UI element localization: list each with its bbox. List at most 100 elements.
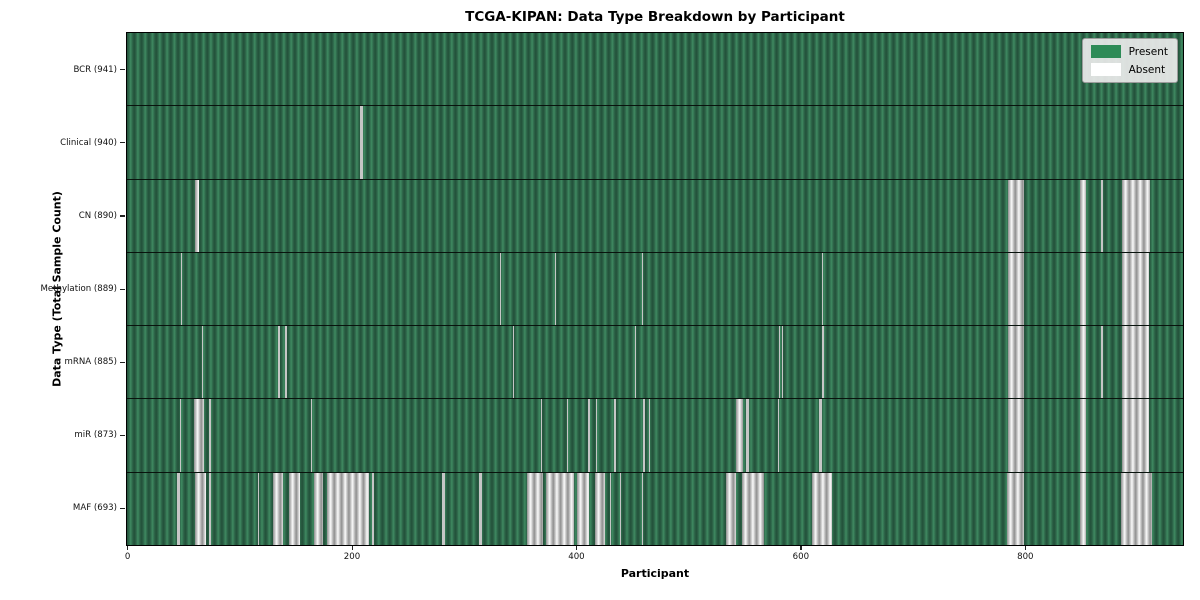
absent-stripe (726, 472, 737, 545)
y-tick-mark (120, 507, 125, 510)
x-tick-label: 200 (343, 552, 361, 562)
heatmap-rows (127, 33, 1183, 545)
absent-stripe (314, 472, 324, 545)
absent-stripe (177, 472, 180, 545)
y-tick-label: CN (890) (78, 210, 117, 221)
absent-stripe (1007, 179, 1024, 252)
y-tick-label: BCR (941) (73, 64, 117, 75)
heatmap-row-clinical (127, 106, 1183, 180)
x-tick-mark (575, 546, 578, 550)
absent-stripe (258, 472, 260, 545)
absent-stripe (1079, 326, 1087, 399)
absent-stripe (594, 472, 606, 545)
x-tick-label: 800 (1017, 552, 1034, 562)
absent-stripe (278, 326, 280, 399)
legend: Present Absent (1081, 38, 1178, 83)
x-axis-label: Participant (620, 567, 690, 580)
heatmap-row-cn (127, 179, 1183, 253)
x-tick-mark (351, 546, 353, 550)
heatmap-row-mrna (127, 326, 1183, 400)
absent-stripe (194, 399, 205, 472)
x-tick-mark (1024, 546, 1027, 550)
absent-stripe (360, 106, 363, 179)
absent-stripe (566, 399, 569, 472)
y-tick-mark (120, 434, 125, 436)
absent-stripe (195, 472, 206, 545)
absent-stripe (642, 252, 644, 326)
absent-stripe (588, 399, 591, 472)
legend-entry-absent: Absent (1090, 63, 1168, 76)
heatmap-row-bcr (127, 33, 1183, 107)
y-tick-label: mRNA (885) (64, 357, 118, 368)
y-tick-label: miR (873) (74, 430, 117, 441)
absent-stripe (777, 399, 779, 472)
absent-stripe (180, 252, 182, 326)
x-tick-label: 600 (792, 552, 810, 562)
absent-stripe (746, 399, 749, 472)
absent-stripe (195, 179, 199, 252)
absent-stripe (821, 252, 823, 326)
absent-stripe (208, 472, 212, 545)
absent-stripe (326, 472, 370, 545)
y-tick-mark (120, 69, 125, 71)
absent-stripe (371, 472, 374, 545)
absent-stripe (554, 252, 556, 326)
absent-stripe (1101, 179, 1104, 252)
y-tick-mark (120, 361, 125, 363)
y-tick-mark (120, 215, 125, 217)
absent-stripe (1007, 252, 1024, 326)
absent-stripe (526, 472, 544, 545)
legend-present-label: Present (1128, 45, 1168, 58)
absent-stripe (609, 472, 611, 545)
heatmap-row-methylation (127, 252, 1183, 327)
absent-stripe (179, 399, 181, 472)
absent-stripe (541, 399, 543, 472)
y-tick-label: MAF (693) (72, 503, 117, 514)
absent-stripe (782, 326, 784, 399)
absent-stripe (545, 472, 574, 545)
absent-stripe (202, 326, 204, 399)
absent-stripe (272, 472, 283, 545)
absent-stripe (779, 326, 781, 399)
absent-stripe (1007, 326, 1024, 399)
x-tick-mark (127, 546, 129, 550)
absent-stripe (513, 326, 515, 399)
y-tick-mark (120, 288, 125, 290)
absent-stripe (1079, 472, 1087, 545)
absent-stripe (577, 472, 590, 545)
absent-stripe (736, 399, 744, 472)
absent-stripe (1079, 399, 1087, 472)
absent-stripe (479, 472, 482, 545)
legend-absent-swatch (1090, 63, 1121, 76)
absent-stripe (1122, 179, 1151, 252)
absent-stripe (442, 472, 445, 545)
absent-stripe (596, 399, 598, 472)
absent-stripe (499, 252, 501, 326)
x-tick-mark (800, 546, 802, 550)
absent-stripe (285, 326, 288, 399)
absent-stripe (1007, 399, 1024, 472)
absent-stripe (288, 472, 300, 545)
x-tick-label: 0 (124, 552, 131, 562)
absent-stripe (619, 472, 621, 545)
absent-stripe (811, 472, 832, 545)
absent-stripe (1122, 252, 1150, 326)
absent-stripe (1121, 472, 1152, 545)
x-tick-label: 400 (568, 552, 585, 562)
y-tick-label: Methylation (889) (40, 284, 117, 294)
absent-stripe (741, 472, 765, 545)
absent-stripe (1122, 399, 1150, 472)
y-tick-label: Clinical (940) (60, 137, 117, 148)
heatmap-row-maf (127, 472, 1183, 545)
chart-title: TCGA-KIPAN: Data Type Breakdown by Parti… (465, 9, 845, 25)
absent-stripe (1122, 326, 1150, 399)
absent-stripe (635, 326, 637, 399)
legend-entry-present: Present (1090, 45, 1168, 58)
absent-stripe (208, 399, 212, 472)
absent-stripe (1079, 179, 1087, 252)
y-tick-mark (120, 142, 125, 144)
absent-stripe (819, 399, 822, 472)
absent-stripe (614, 399, 617, 472)
legend-present-swatch (1090, 45, 1121, 58)
